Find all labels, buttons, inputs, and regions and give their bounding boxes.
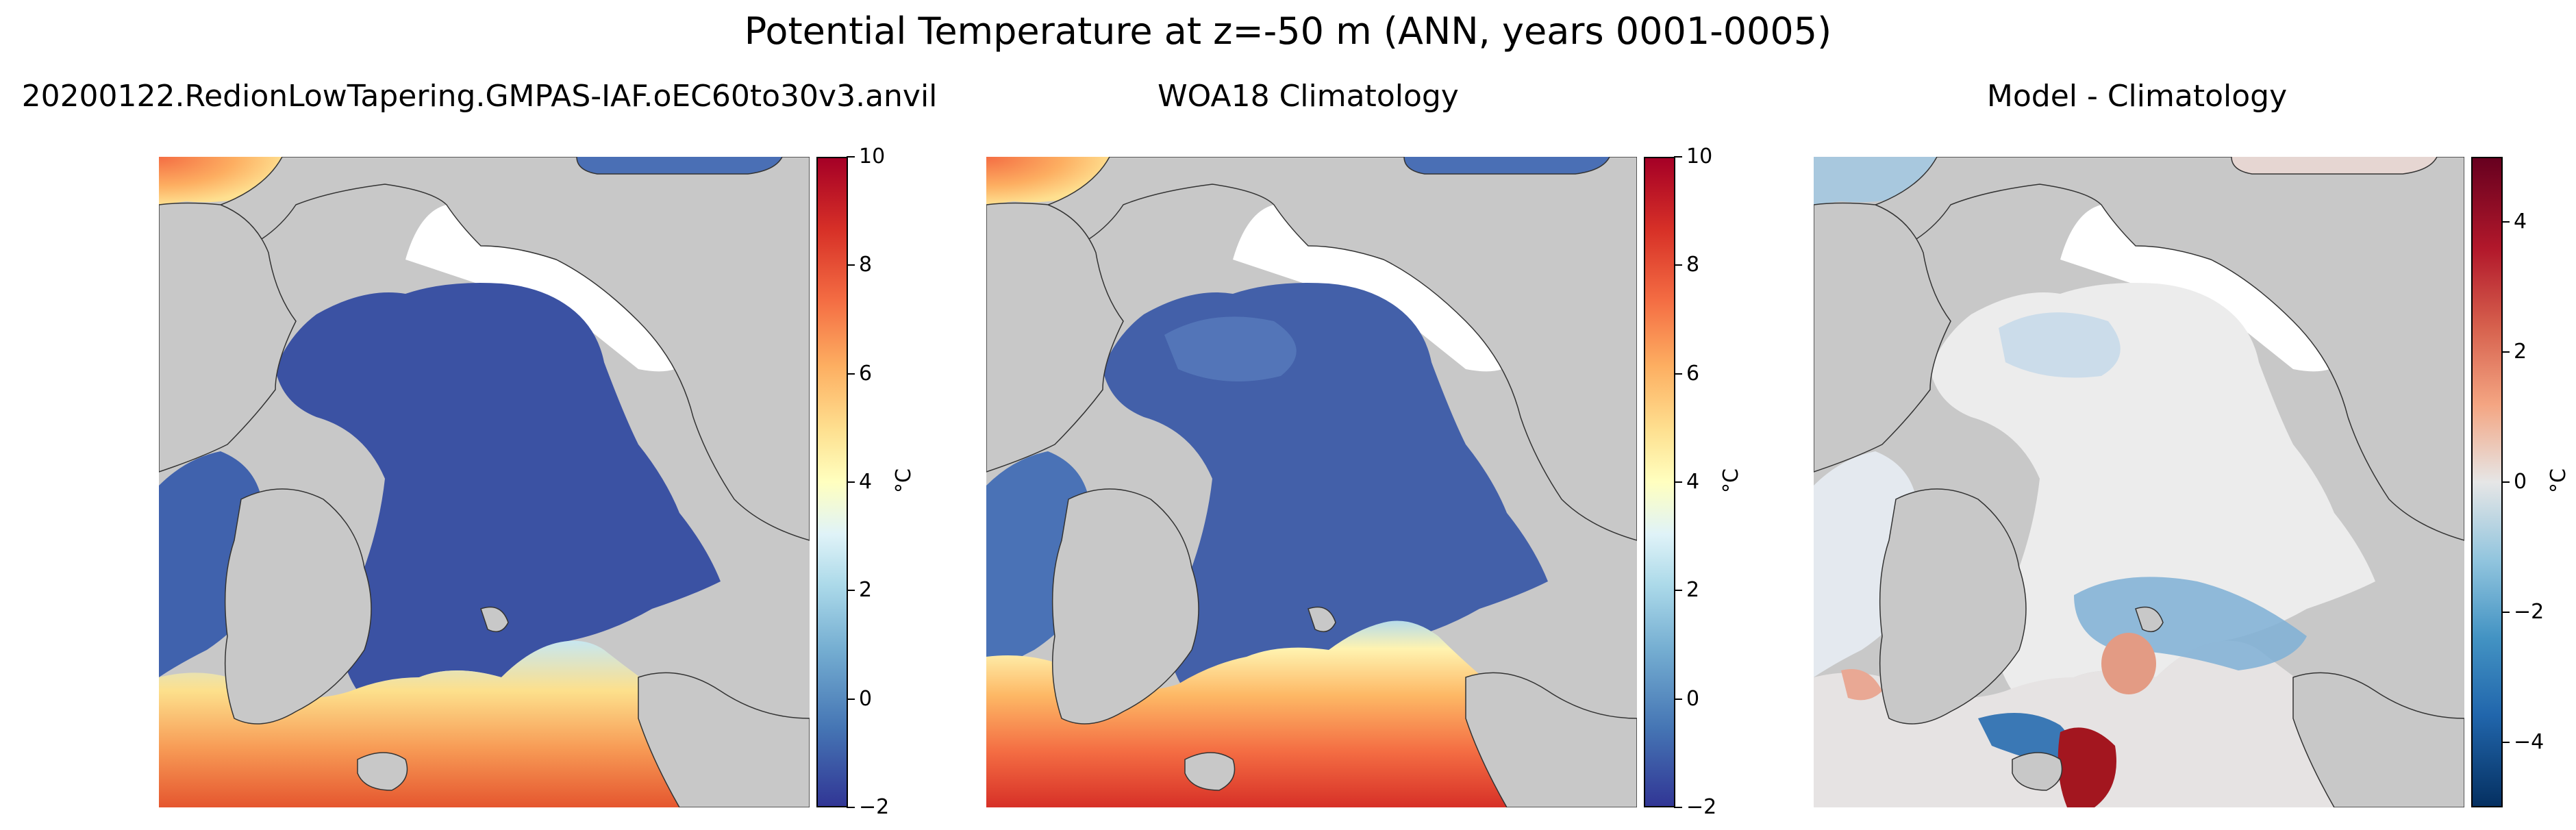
diff-neg-spot: [1978, 713, 2071, 766]
cold-strip: [1404, 157, 1610, 174]
colorbar-tick: [1674, 807, 1682, 808]
colorbar-tick-label: 4: [859, 470, 873, 494]
no-data-region: [405, 205, 686, 372]
arctic-warm-patch: [1164, 316, 1297, 381]
colorbar-tick: [847, 698, 855, 700]
svalbard: [480, 606, 509, 633]
colorbar-tick-label: 2: [2514, 340, 2527, 364]
diff-pos-west: [1841, 669, 1882, 701]
colorbar-tick-label: 10: [859, 144, 886, 168]
colorbar-tick: [1674, 373, 1682, 375]
colorbar-tick: [847, 590, 855, 592]
no-data-region: [2060, 205, 2341, 372]
svalbard: [1308, 606, 1336, 633]
colorbar-tick: [2501, 351, 2510, 353]
panel-3-title: Model - Climatology: [1986, 79, 2288, 114]
iceland: [1184, 752, 1236, 791]
colorbar-woa18: [1644, 157, 1675, 807]
scandinavia: [638, 672, 810, 807]
colorbar-tick: [1674, 481, 1682, 483]
svalbard: [2135, 606, 2164, 633]
atlantic-inflow: [986, 620, 1637, 807]
colorbar-tick: [1674, 156, 1682, 158]
colorbar-tick-label: −2: [859, 795, 890, 819]
diff-neg-patch: [1999, 312, 2121, 378]
canada: [159, 202, 297, 473]
colorbar-tick-label: 2: [1686, 578, 1700, 603]
colorbar-tick-label: 2: [859, 578, 873, 603]
colorbar-tick-label: −4: [2514, 730, 2544, 754]
difference-map: [1814, 157, 2464, 807]
arctic-ocean: [275, 283, 721, 691]
colorbar-tick: [1674, 698, 1682, 700]
colorbar-tick-label: 8: [1686, 253, 1700, 277]
greenland: [1051, 488, 1199, 725]
iceland: [2012, 752, 2063, 791]
colorbar-tick: [2501, 742, 2510, 743]
colorbar-tick-label: 8: [859, 253, 873, 277]
unit-label-woa18: °C: [1719, 468, 1743, 493]
unit-label-difference: °C: [2547, 468, 2571, 493]
colorbar-tick: [1674, 264, 1682, 266]
scandinavia: [1465, 672, 1637, 807]
colorbar-tick: [2501, 481, 2510, 483]
colorbar-tick: [2501, 221, 2510, 223]
greenland: [1879, 488, 2027, 725]
greenland: [224, 488, 372, 725]
diff-strong-pos: [2058, 727, 2116, 807]
colorbar-tick-label: −2: [1686, 795, 1717, 819]
colorbar-tick-label: 10: [1686, 144, 1713, 168]
colorbar-tick: [847, 264, 855, 266]
panel-1-title: 20200122.RedionLowTapering.GMPAS-IAF.oEC…: [21, 79, 938, 114]
colorbar-tick: [847, 481, 855, 483]
arctic-ocean-diff: [1930, 283, 2375, 691]
colorbar-tick-label: 6: [859, 361, 873, 386]
canada: [986, 202, 1124, 473]
unit-label-model: °C: [892, 468, 916, 493]
panel-2-title: WOA18 Climatology: [1158, 79, 1459, 114]
diff-top-strip: [2231, 157, 2437, 174]
scandinavia: [2292, 672, 2464, 807]
siberia: [1853, 157, 2464, 541]
colorbar-tick-label: 0: [859, 686, 873, 711]
colorbar-tick-label: 4: [2514, 210, 2527, 234]
diff-pos-spot: [2101, 633, 2156, 694]
colorbar-tick: [847, 373, 855, 375]
colorbar-model: [816, 157, 848, 807]
colorbar-tick: [1674, 590, 1682, 592]
model-map: [159, 157, 810, 807]
colorbar-tick: [847, 156, 855, 158]
iceland: [357, 752, 408, 791]
woa18-map: [986, 157, 1637, 807]
colorbar-difference: [2471, 157, 2503, 807]
colorbar-tick-label: 6: [1686, 361, 1700, 386]
colorbar-tick-label: 4: [1686, 470, 1700, 494]
colorbar-tick-label: 0: [2514, 470, 2527, 494]
colorbar-tick: [847, 807, 855, 808]
cold-strip: [577, 157, 782, 174]
arctic-ocean: [1103, 283, 1548, 691]
colorbar-tick: [2501, 612, 2510, 613]
colorbar-tick-label: −2: [2514, 600, 2544, 624]
colorbar-tick-label: 0: [1686, 686, 1700, 711]
figure-title: Potential Temperature at z=-50 m (ANN, y…: [744, 10, 1832, 53]
siberia: [198, 157, 810, 541]
canada: [1814, 202, 1951, 473]
siberia: [1025, 157, 1637, 541]
no-data-region: [1233, 205, 1514, 372]
